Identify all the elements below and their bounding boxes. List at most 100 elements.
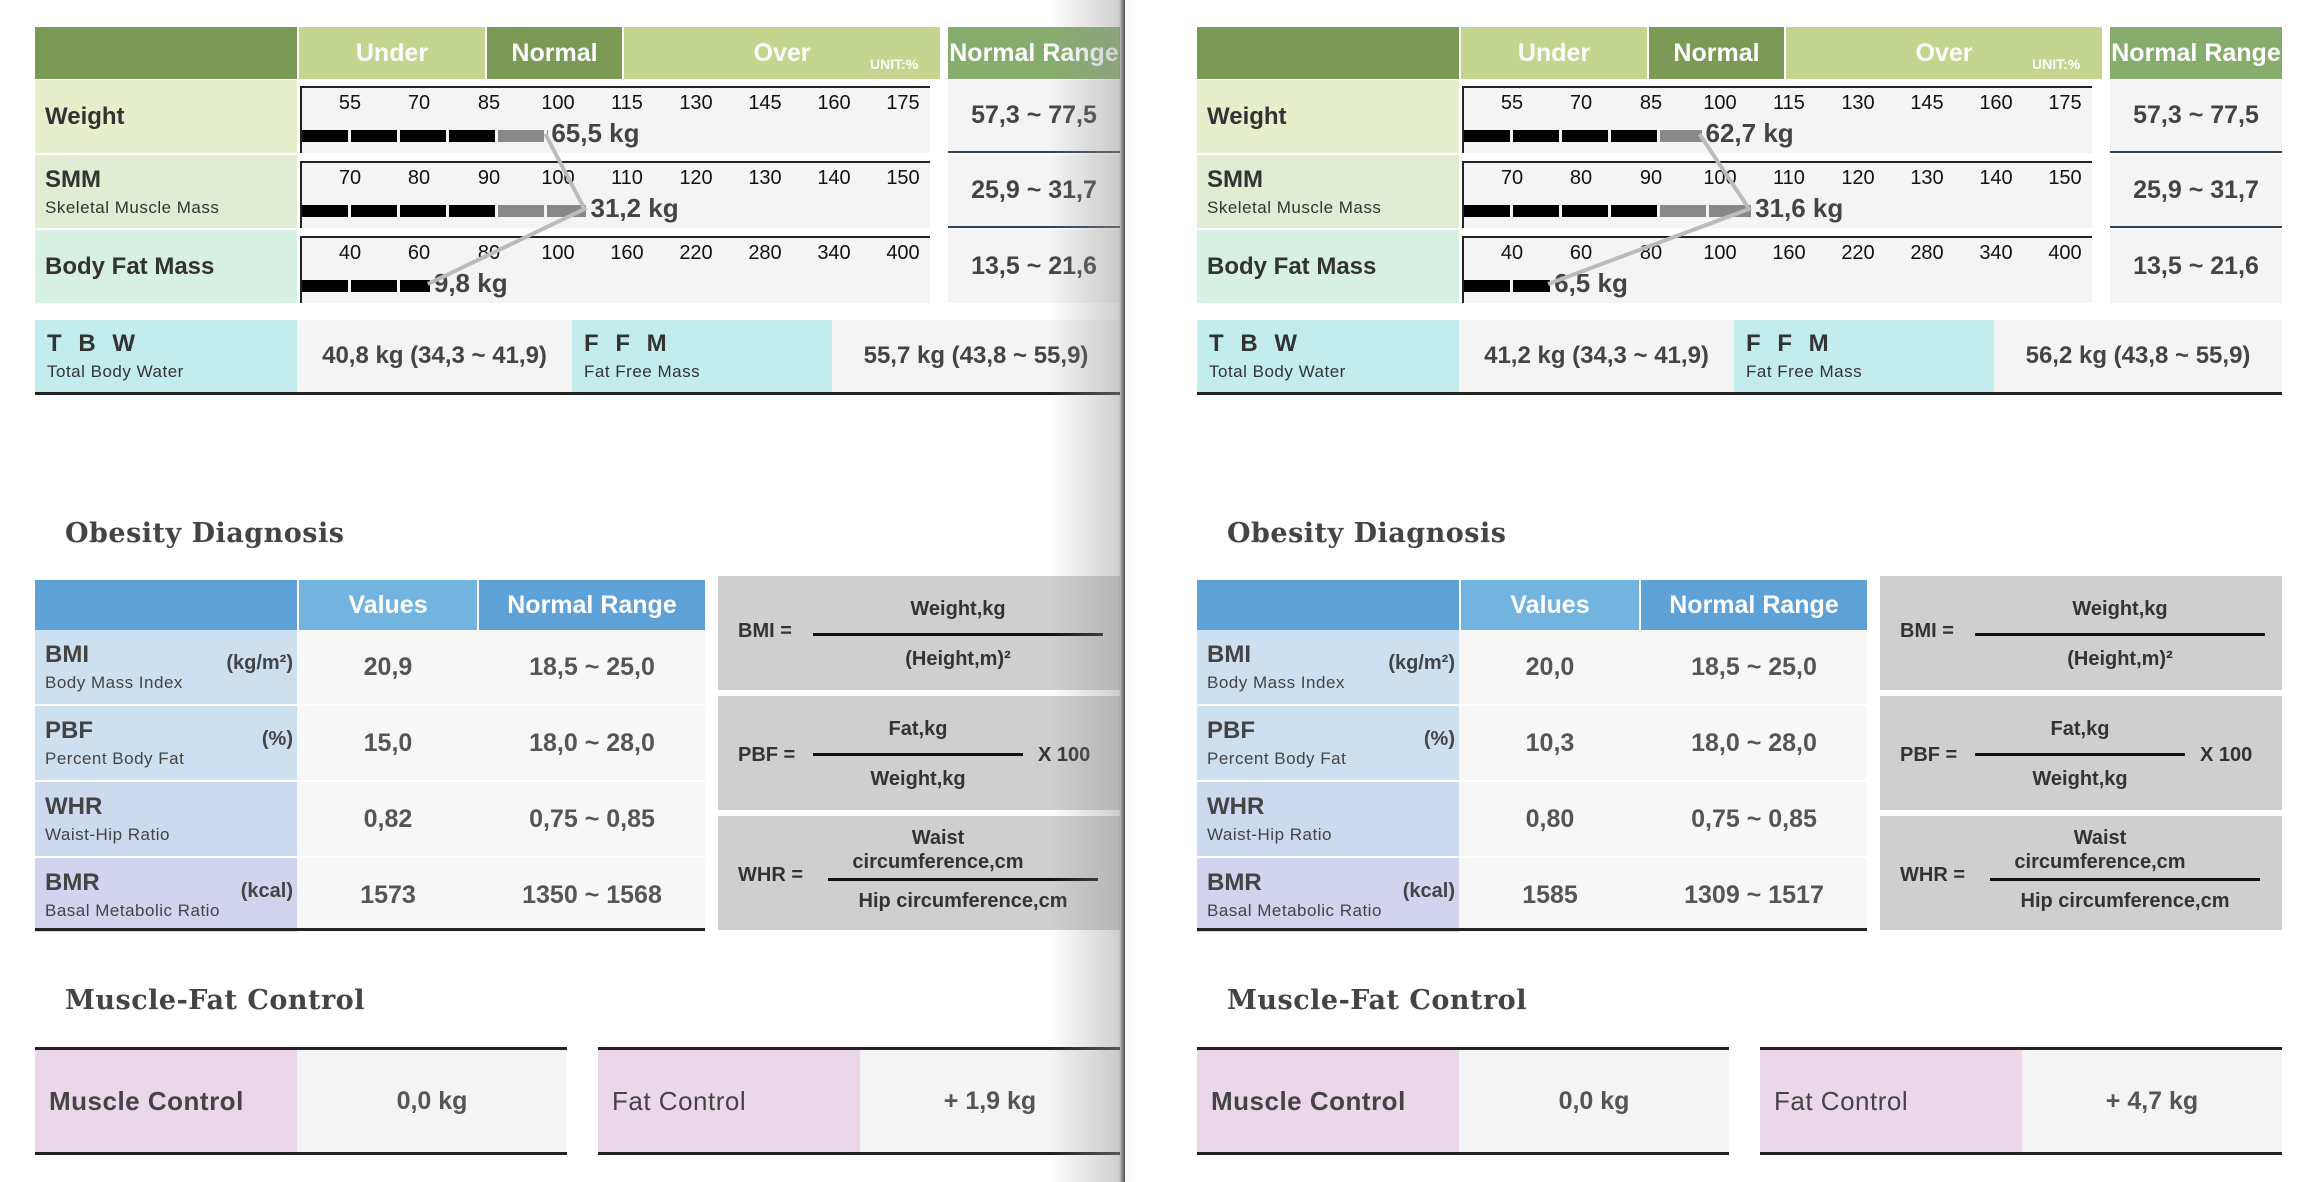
scale-tick-label: 60 (407, 242, 431, 264)
obesity-value: 15,0 (297, 706, 479, 780)
bmi-formula-den: (Height,m)² (905, 648, 1011, 670)
scale-tick-label: 115 (611, 92, 643, 114)
normal-range-value: 13,5 ~ 21,6 (2110, 230, 2282, 303)
scale-tick-label: 115 (1773, 92, 1805, 114)
obesity-row-unit: (kg/m²) (1388, 652, 1455, 674)
scale-chart: 40 60 80 100 160 220 280 340 400 6,5 kg (1462, 236, 2092, 303)
scale-tick-label: 60 (1569, 242, 1593, 264)
obesity-value: 0,82 (297, 782, 479, 856)
ffm-label: F F M Fat Free Mass (1734, 320, 1994, 392)
obesity-value: 0,80 (1459, 782, 1641, 856)
fat-control-label: Fat Control (1760, 1050, 2022, 1152)
scale-tick-label: 280 (1910, 242, 1944, 264)
obesity-header-range: Normal Range (1641, 580, 1867, 630)
scale-row-label: Body Fat Mass (1197, 230, 1459, 303)
ffm-sub: Fat Free Mass (1746, 362, 1863, 381)
obesity-normal-range: 1350 ~ 1568 (479, 858, 705, 932)
scale-value: 31,6 kg (1755, 193, 1844, 223)
scale-tick-label: 130 (679, 92, 713, 114)
whr-formula-label: WHR = (738, 864, 803, 886)
obesity-row-label: WHR Waist-Hip Ratio (35, 782, 297, 856)
pbf-formula-num: Fat,kg (888, 718, 948, 740)
obesity-normal-range: 18,0 ~ 28,0 (1641, 706, 1867, 780)
bmi-formula-label: BMI = (738, 620, 792, 642)
pbf-formula: PBF = Fat,kg Weight,kg X 100 (1880, 696, 2282, 810)
scale-bar-segment (1513, 280, 1551, 292)
obesity-row-label: BMR Basal Metabolic Ratio (kcal) (35, 858, 297, 932)
pbf-formula-den: Weight,kg (870, 768, 966, 790)
divider (1197, 928, 1867, 931)
scale-tick-label: 55 (338, 92, 362, 114)
obesity-value: 20,0 (1459, 630, 1641, 704)
divider (35, 1152, 567, 1155)
scale-bar-segment (1562, 205, 1608, 217)
scale-tick-label: 130 (1841, 92, 1875, 114)
scale-row-label: Body Fat Mass (35, 230, 297, 303)
scale-tick-label: 100 (1703, 92, 1737, 114)
scale-bar-segment (547, 205, 587, 217)
bmi-formula-num: Weight,kg (910, 598, 1006, 620)
scale-bar-segment (1611, 205, 1657, 217)
scale-tick-label: 280 (748, 242, 782, 264)
header-over: Over (1786, 27, 2102, 79)
scale-tick-label: 160 (1772, 242, 1806, 264)
obesity-normal-range: 18,5 ~ 25,0 (479, 630, 705, 704)
scale-tick-label: 70 (338, 167, 362, 189)
muscle-control-value: 0,0 kg (1459, 1050, 1729, 1152)
obesity-row-title: WHR (1207, 793, 1265, 820)
tbw-value: 40,8 kg (34,3 ~ 41,9) (297, 320, 572, 392)
header-under: Under (1461, 27, 1647, 79)
scale-tick-label: 340 (1979, 242, 2013, 264)
scale-bar-segment (302, 280, 348, 292)
obesity-row-label: WHR Waist-Hip Ratio (1197, 782, 1459, 856)
tbw-value: 41,2 kg (34,3 ~ 41,9) (1459, 320, 1734, 392)
obesity-normal-range: 0,75 ~ 0,85 (1641, 782, 1867, 856)
scale-bar-segment (449, 205, 495, 217)
header-blank (1197, 27, 1459, 79)
muscle-fat-title: Muscle-Fat Control (65, 985, 365, 1016)
header-blank (35, 27, 297, 79)
scale-bar-segment (400, 205, 446, 217)
obesity-row-subtitle: Percent Body Fat (1207, 749, 1347, 768)
scale-row-title: SMM (45, 165, 101, 193)
divider (1760, 1047, 2282, 1050)
report-right: Under Normal Over UNIT:% Normal Range We… (1162, 0, 2282, 1182)
muscle-control-label: Muscle Control (35, 1050, 297, 1152)
scale-tick-label: 175 (886, 92, 920, 114)
scale-bar-segment (351, 130, 397, 142)
scale-chart: 70 80 90 100 110 120 130 140 150 31,6 kg (1462, 161, 2092, 228)
obesity-header-values: Values (299, 580, 477, 630)
scale-chart: 55 70 85 100 115 130 145 160 175 62,7 kg (1462, 86, 2092, 153)
obesity-row-label: PBF Percent Body Fat (%) (35, 706, 297, 780)
pbf-formula-label: PBF = (738, 744, 796, 766)
scale-tick-label: 40 (1500, 242, 1524, 264)
fat-control-value: + 4,7 kg (2022, 1050, 2282, 1152)
tbw-sub: Total Body Water (47, 362, 184, 381)
scale-value: 62,7 kg (1705, 118, 1794, 148)
header-normal: Normal (487, 27, 622, 79)
fraction-line (1990, 878, 2260, 881)
obesity-row-title: WHR (45, 793, 103, 820)
scale-tick-label: 100 (1703, 242, 1737, 264)
obesity-row-unit: (kg/m²) (226, 652, 293, 674)
scale-bar-segment (1709, 205, 1752, 217)
scale-bar-segment (1660, 130, 1702, 142)
scale-tick-label: 55 (1500, 92, 1524, 114)
scale-row-title: Body Fat Mass (1207, 252, 1377, 280)
fraction-line (1975, 633, 2265, 636)
tbw-title: T B W (1209, 330, 1302, 357)
obesity-row-unit: (%) (261, 728, 293, 750)
divider (1197, 392, 2282, 395)
scale-tick-label: 140 (1979, 167, 2013, 189)
scale-tick-label: 220 (1841, 242, 1875, 264)
obesity-header-blank (1197, 580, 1459, 630)
scale-bar-segment (302, 205, 348, 217)
normal-range-value: 25,9 ~ 31,7 (2110, 155, 2282, 228)
tbw-title: T B W (47, 330, 140, 357)
scale-tick-label: 145 (748, 92, 782, 114)
scale-tick-label: 160 (817, 92, 851, 114)
pbf-formula-num: Fat,kg (2050, 718, 2110, 740)
scale-row-title: SMM (1207, 165, 1263, 193)
scale-chart: 55 70 85 100 115 130 145 160 175 65,5 kg (300, 86, 930, 153)
whr-formula-num: Waist circumference,cm (2014, 827, 2186, 873)
